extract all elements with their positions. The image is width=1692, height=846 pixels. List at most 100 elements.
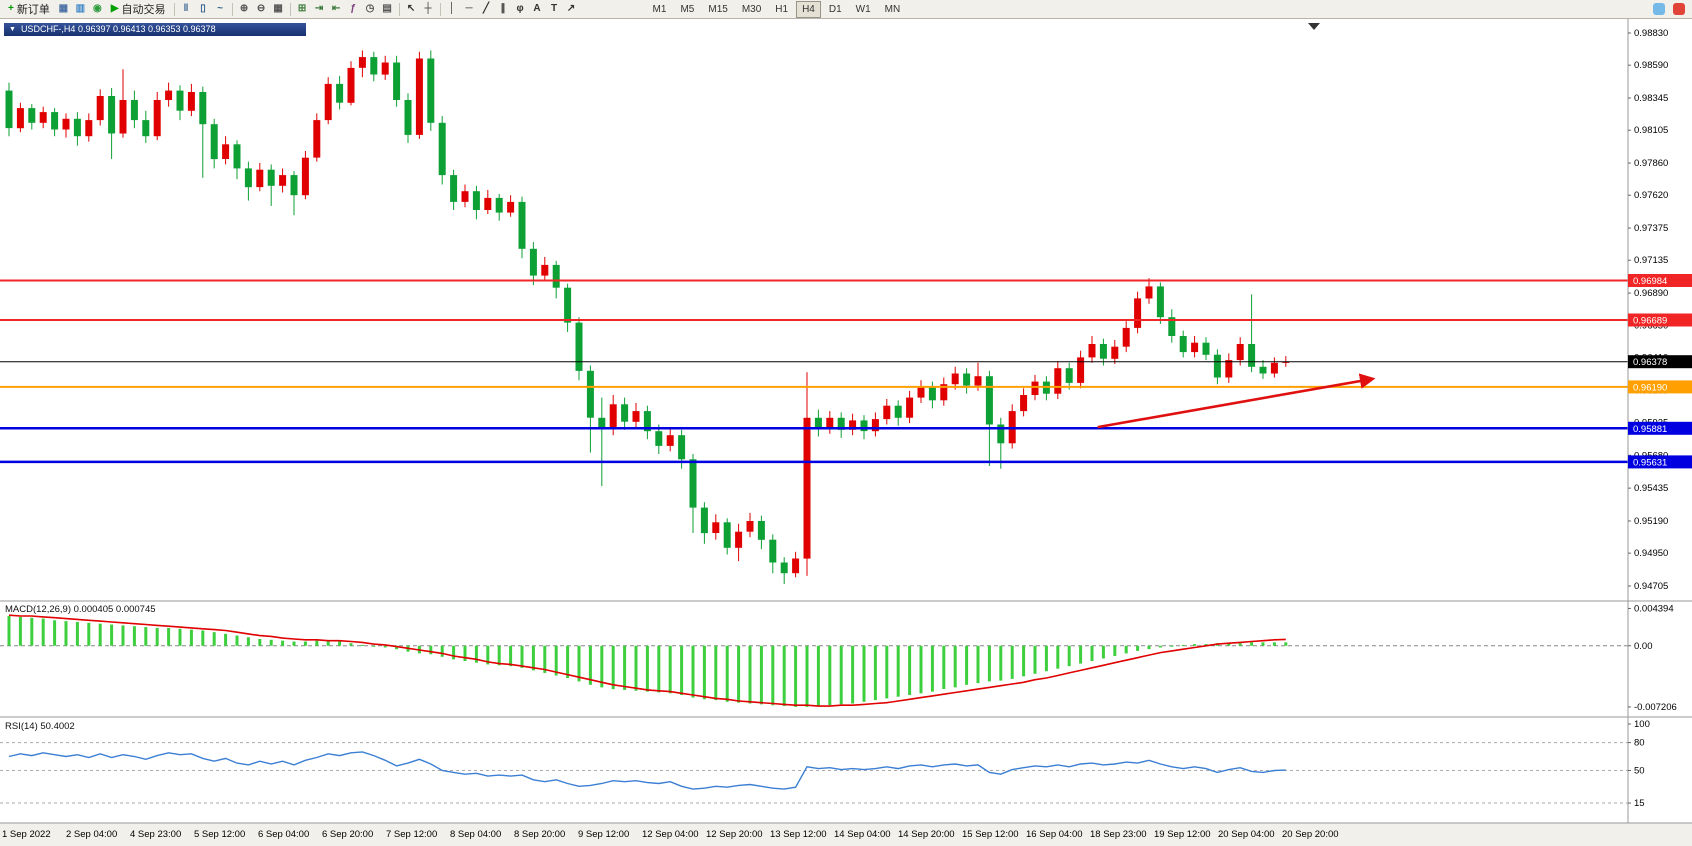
candle-body <box>415 58 423 135</box>
candle-body <box>39 112 47 123</box>
cursor-button[interactable]: ↖ <box>403 1 420 17</box>
candle-body <box>142 120 150 137</box>
timeframe-m1-button[interactable]: M1 <box>652 3 667 15</box>
candle-body <box>780 562 788 574</box>
candle-body <box>1202 342 1210 355</box>
chart-shift-marker[interactable] <box>1308 23 1320 30</box>
price-tick-label: 0.94705 <box>1634 581 1668 592</box>
timeframe-m30-button[interactable]: M30 <box>741 3 762 15</box>
line-chart-button[interactable]: ~ <box>212 1 229 17</box>
price-badge-text: 0.95631 <box>1633 457 1667 468</box>
time-axis-label: 6 Sep 04:00 <box>258 829 309 840</box>
price-badge-text: 0.96984 <box>1633 276 1667 287</box>
zoom-in-button[interactable]: ⊕ <box>236 1 253 17</box>
periods-button[interactable]: ◷ <box>362 1 379 17</box>
chart-shift-button[interactable]: ⇤ <box>328 1 345 17</box>
bar-chart-button[interactable]: ‖ <box>178 1 195 17</box>
candle-body <box>1065 368 1073 383</box>
candle-body <box>165 90 173 100</box>
timeframe-h1-button[interactable]: H1 <box>775 3 789 15</box>
time-axis-label: 12 Sep 20:00 <box>706 829 763 840</box>
rsi-axis-label: 50 <box>1634 766 1645 777</box>
candle-body <box>963 373 971 386</box>
vertical-line-button[interactable]: │ <box>444 1 461 17</box>
indicators-button[interactable]: ƒ <box>345 1 362 17</box>
timeframe-m5-button[interactable]: M5 <box>680 3 695 15</box>
candle-body <box>598 417 606 429</box>
candle-body <box>51 112 59 130</box>
charts-button[interactable]: ▦ <box>55 1 72 17</box>
time-axis-label: 1 Sep 2022 <box>2 829 51 840</box>
chart-title-bar[interactable]: ▼ USDCHF-,H4 0.96397 0.96413 0.96353 0.9… <box>4 23 306 36</box>
toolbar-separator <box>231 2 233 16</box>
candle-body <box>130 100 138 121</box>
timeframe-w1-button[interactable]: W1 <box>855 3 871 15</box>
candle-body <box>1168 317 1176 336</box>
fibonacci-button[interactable]: φ <box>512 1 529 17</box>
chart-canvas[interactable]: 0.98830 0.98590 0.98345 0.98105 0.97860 0.976… <box>0 19 1692 846</box>
community-icon[interactable] <box>1653 3 1665 15</box>
auto-scroll-button[interactable]: ⇥ <box>311 1 328 17</box>
candle-body <box>313 120 321 158</box>
candle-body <box>1179 336 1187 353</box>
candle-body <box>233 144 241 169</box>
macd-indicator-label: MACD(12,26,9) 0.000405 0.000745 <box>5 604 156 615</box>
new-order-icon: + <box>8 3 14 14</box>
price-tick-label: 0.97860 <box>1634 158 1668 169</box>
candle-body <box>1236 344 1244 361</box>
equidistant-channel-button[interactable]: ∥ <box>495 1 512 17</box>
time-axis-label: 6 Sep 20:00 <box>322 829 373 840</box>
time-axis-strip[interactable] <box>0 823 1692 846</box>
candle-body <box>643 411 651 432</box>
candle-body <box>1088 344 1096 358</box>
candle-body <box>826 417 834 429</box>
candle-body <box>1077 357 1085 383</box>
chevron-down-icon[interactable]: ▼ <box>9 26 16 33</box>
candle-body <box>757 521 765 540</box>
text-button[interactable]: A <box>529 1 546 17</box>
macd-signal-line <box>8 614 1286 707</box>
crosshair-button[interactable]: ┼ <box>420 1 437 17</box>
market-watch-button[interactable]: ▥ <box>72 1 89 17</box>
tile-windows-button[interactable]: ▦ <box>270 1 287 17</box>
candle-body <box>381 62 389 75</box>
charts-icon: ▦ <box>58 3 69 14</box>
price-tick-label: 0.97375 <box>1634 223 1668 234</box>
templates-button[interactable]: ▤ <box>379 1 396 17</box>
candle-body <box>1225 360 1233 378</box>
candle-body <box>1031 381 1039 395</box>
fibonacci-icon: φ <box>516 3 524 14</box>
candle-body <box>427 58 435 123</box>
candle-body <box>153 100 161 137</box>
candle-body <box>347 67 355 103</box>
candle-body <box>837 417 845 430</box>
trendline-button[interactable]: ╱ <box>478 1 495 17</box>
new-chart-button[interactable]: ⊞ <box>294 1 311 17</box>
candle-body <box>746 521 754 532</box>
new-order-button[interactable]: + 新订单 <box>3 1 55 17</box>
timeframe-h4-button[interactable]: H4 <box>796 0 821 18</box>
text-label-button[interactable]: T <box>546 1 563 17</box>
candle-body <box>28 108 36 123</box>
arrows-button[interactable]: ↗ <box>563 1 580 17</box>
auto-trading-button[interactable]: ▶ 自动交易 <box>106 1 171 17</box>
candle-body <box>199 92 207 125</box>
timeframe-d1-button[interactable]: D1 <box>828 3 842 15</box>
candle-body <box>985 376 993 425</box>
timeframe-m15-button[interactable]: M15 <box>708 3 728 15</box>
candle-body <box>518 201 526 249</box>
trend-arrow-annotation[interactable] <box>1097 373 1376 429</box>
time-axis-label: 13 Sep 12:00 <box>770 829 827 840</box>
rsi-axis-label: 15 <box>1634 798 1645 809</box>
horizontal-line-button[interactable]: ─ <box>461 1 478 17</box>
timeframe-mn-button[interactable]: MN <box>884 3 901 15</box>
candle-body <box>712 522 720 533</box>
candlestick-chart-button[interactable]: ▯ <box>195 1 212 17</box>
price-badges: 0.96984 0.96689 0.96378 0.96190 0.95881 0.956… <box>1628 274 1692 469</box>
candle-body <box>666 435 674 446</box>
zoom-out-button[interactable]: ⊖ <box>253 1 270 17</box>
navigator-button[interactable]: ◉ <box>89 1 106 17</box>
price-tick-label: 0.98345 <box>1634 93 1668 104</box>
notification-icon[interactable] <box>1673 3 1685 15</box>
